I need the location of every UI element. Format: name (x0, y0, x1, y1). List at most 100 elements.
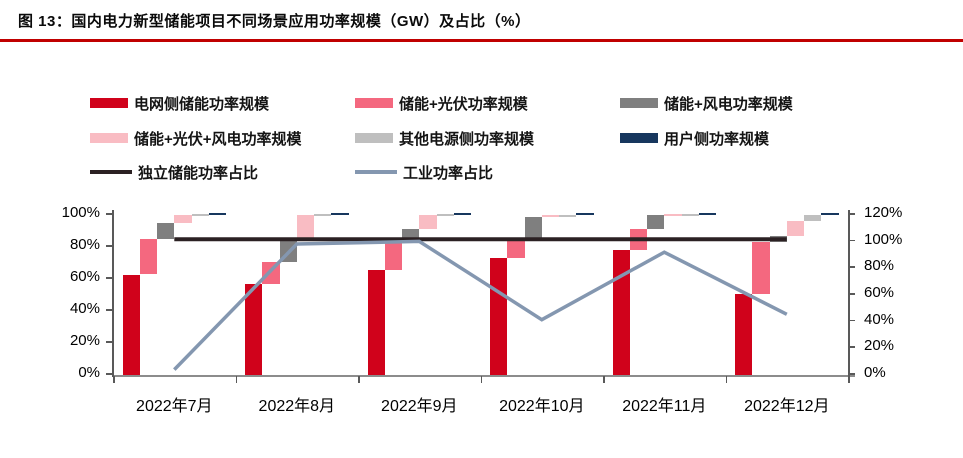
x-category-label: 2022年10月 (499, 398, 585, 415)
legend-item-storage-pv-wind: 储能+光伏+风电功率规模 (90, 130, 302, 148)
bar-segment-other-source (681, 213, 699, 216)
legend-label-industry-share: 工业功率占比 (403, 164, 494, 182)
x-axis-tick (848, 376, 850, 383)
y-right-tick (849, 346, 855, 348)
legend-item-storage-wind: 储能+风电功率规模 (620, 95, 793, 113)
x-axis-tick (725, 376, 727, 383)
y-right-tick (849, 293, 855, 295)
bar-segment-storage-pv (752, 242, 770, 294)
legend-label-storage-pv-wind: 储能+光伏+风电功率规模 (134, 130, 302, 148)
legend-bar-swatch-user-side (620, 133, 658, 143)
y-right-label: 100% (864, 230, 903, 248)
x-category-label: 2022年12月 (744, 398, 830, 415)
y-axis-left-line (112, 210, 114, 377)
bar-segment-storage-pv (384, 240, 403, 270)
legend-item-other-source: 其他电源侧功率规模 (355, 130, 535, 148)
y-left-tick (106, 341, 112, 343)
bar-segment-storage-pv-wind (419, 214, 437, 230)
y-right-label: 120% (864, 204, 903, 221)
bar-segment-other-source (191, 213, 209, 216)
legend-item-independent-share: 独立储能功率占比 (90, 164, 259, 182)
plot-area (113, 213, 848, 375)
bar-segment-other-source (804, 215, 822, 222)
line-industry-share (173, 239, 788, 371)
bar-segment-user-side (576, 213, 594, 215)
x-category-label: 2022年9月 (381, 398, 458, 415)
y-axis-right-line (848, 210, 850, 377)
legend-line-swatch-independent-share (90, 170, 132, 174)
y-left-label: 80% (69, 236, 100, 253)
legend-bar-swatch-storage-wind (620, 98, 658, 108)
y-right-label: 0% (864, 364, 886, 381)
bar-segment-user-side (821, 213, 839, 216)
overlay-lines (173, 237, 788, 371)
y-right-tick (849, 319, 855, 322)
y-left-label: 100% (61, 204, 100, 221)
bar-segment-storage-pv-wind (541, 215, 560, 218)
y-right-label: 40% (864, 310, 895, 328)
bar-segment-user-side (331, 213, 349, 215)
y-left-tick (106, 277, 112, 279)
bar-segment-storage-wind (157, 222, 175, 239)
x-axis-tick (235, 376, 237, 383)
bar-segment-storage-wind (402, 229, 420, 241)
bar-segment-storage-pv (507, 238, 525, 259)
y-right-label: 80% (864, 257, 895, 275)
x-axis-tick (113, 376, 115, 383)
y-left-label: 20% (69, 332, 100, 349)
legend-item-industry-share: 工业功率占比 (355, 164, 494, 182)
bar-segment-storage-pv-wind (174, 214, 192, 223)
legend-line-swatch-industry-share (355, 170, 397, 174)
legend-label-storage-wind: 储能+风电功率规模 (664, 95, 793, 113)
legend-label-user-side: 用户侧功率规模 (664, 130, 770, 148)
bar-segment-grid-side (122, 274, 140, 375)
legend-bar-swatch-other-source (355, 133, 393, 143)
legend-bar-swatch-grid-side (90, 98, 128, 108)
y-left-tick (106, 309, 112, 311)
bar-segment-user-side (453, 213, 472, 215)
bar-segment-other-source (314, 214, 332, 217)
y-left-tick (106, 373, 112, 375)
x-category-label: 2022年7月 (136, 398, 213, 415)
figure-title: 图 13：国内电力新型储能项目不同场景应用功率规模（GW）及占比（%） (18, 13, 531, 30)
y-right-label: 60% (864, 284, 895, 301)
legend-label-independent-share: 独立储能功率占比 (138, 164, 259, 182)
y-right-tick (849, 213, 855, 215)
x-category-label: 2022年8月 (258, 398, 336, 415)
bar-segment-storage-wind (524, 217, 542, 239)
bar-segment-other-source (559, 214, 577, 217)
y-right-tick (849, 239, 855, 242)
y-left-label: 0% (78, 364, 100, 381)
y-left-label: 60% (69, 268, 100, 285)
y-right-tick (849, 266, 855, 268)
x-axis-tick (480, 376, 482, 383)
bar-segment-user-side (208, 213, 227, 215)
legend-item-user-side: 用户侧功率规模 (620, 130, 770, 148)
y-right-tick (849, 373, 855, 375)
bar-segment-storage-pv (139, 238, 158, 275)
bar-segment-storage-pv-wind (786, 221, 805, 236)
legend-label-grid-side: 电网侧储能功率规模 (134, 95, 270, 113)
legend-item-storage-pv: 储能+光伏功率规模 (355, 95, 528, 113)
bar-segment-grid-side (245, 284, 263, 375)
bar-segment-grid-side (735, 294, 753, 375)
bar-segment-storage-pv-wind (664, 214, 682, 217)
x-axis-tick (358, 376, 360, 383)
bar-segment-other-source (436, 213, 454, 216)
x-category-label: 2022年11月 (622, 398, 707, 415)
y-left-label: 40% (69, 300, 100, 317)
legend-item-grid-side: 电网侧储能功率规模 (90, 95, 270, 113)
bar-segment-grid-side (367, 269, 385, 375)
x-axis-line (113, 375, 855, 377)
bar-segment-storage-wind (647, 214, 665, 230)
legend-bar-swatch-storage-pv-wind (90, 133, 128, 143)
bar-segment-grid-side (612, 250, 630, 375)
legend-label-other-source: 其他电源侧功率规模 (399, 130, 535, 148)
y-left-tick (106, 213, 112, 215)
y-left-tick (106, 245, 112, 247)
title-underline (0, 39, 963, 42)
x-axis-tick (603, 376, 605, 383)
y-right-label: 20% (864, 337, 895, 355)
bar-segment-user-side (698, 213, 717, 215)
legend-label-storage-pv: 储能+光伏功率规模 (399, 95, 528, 113)
